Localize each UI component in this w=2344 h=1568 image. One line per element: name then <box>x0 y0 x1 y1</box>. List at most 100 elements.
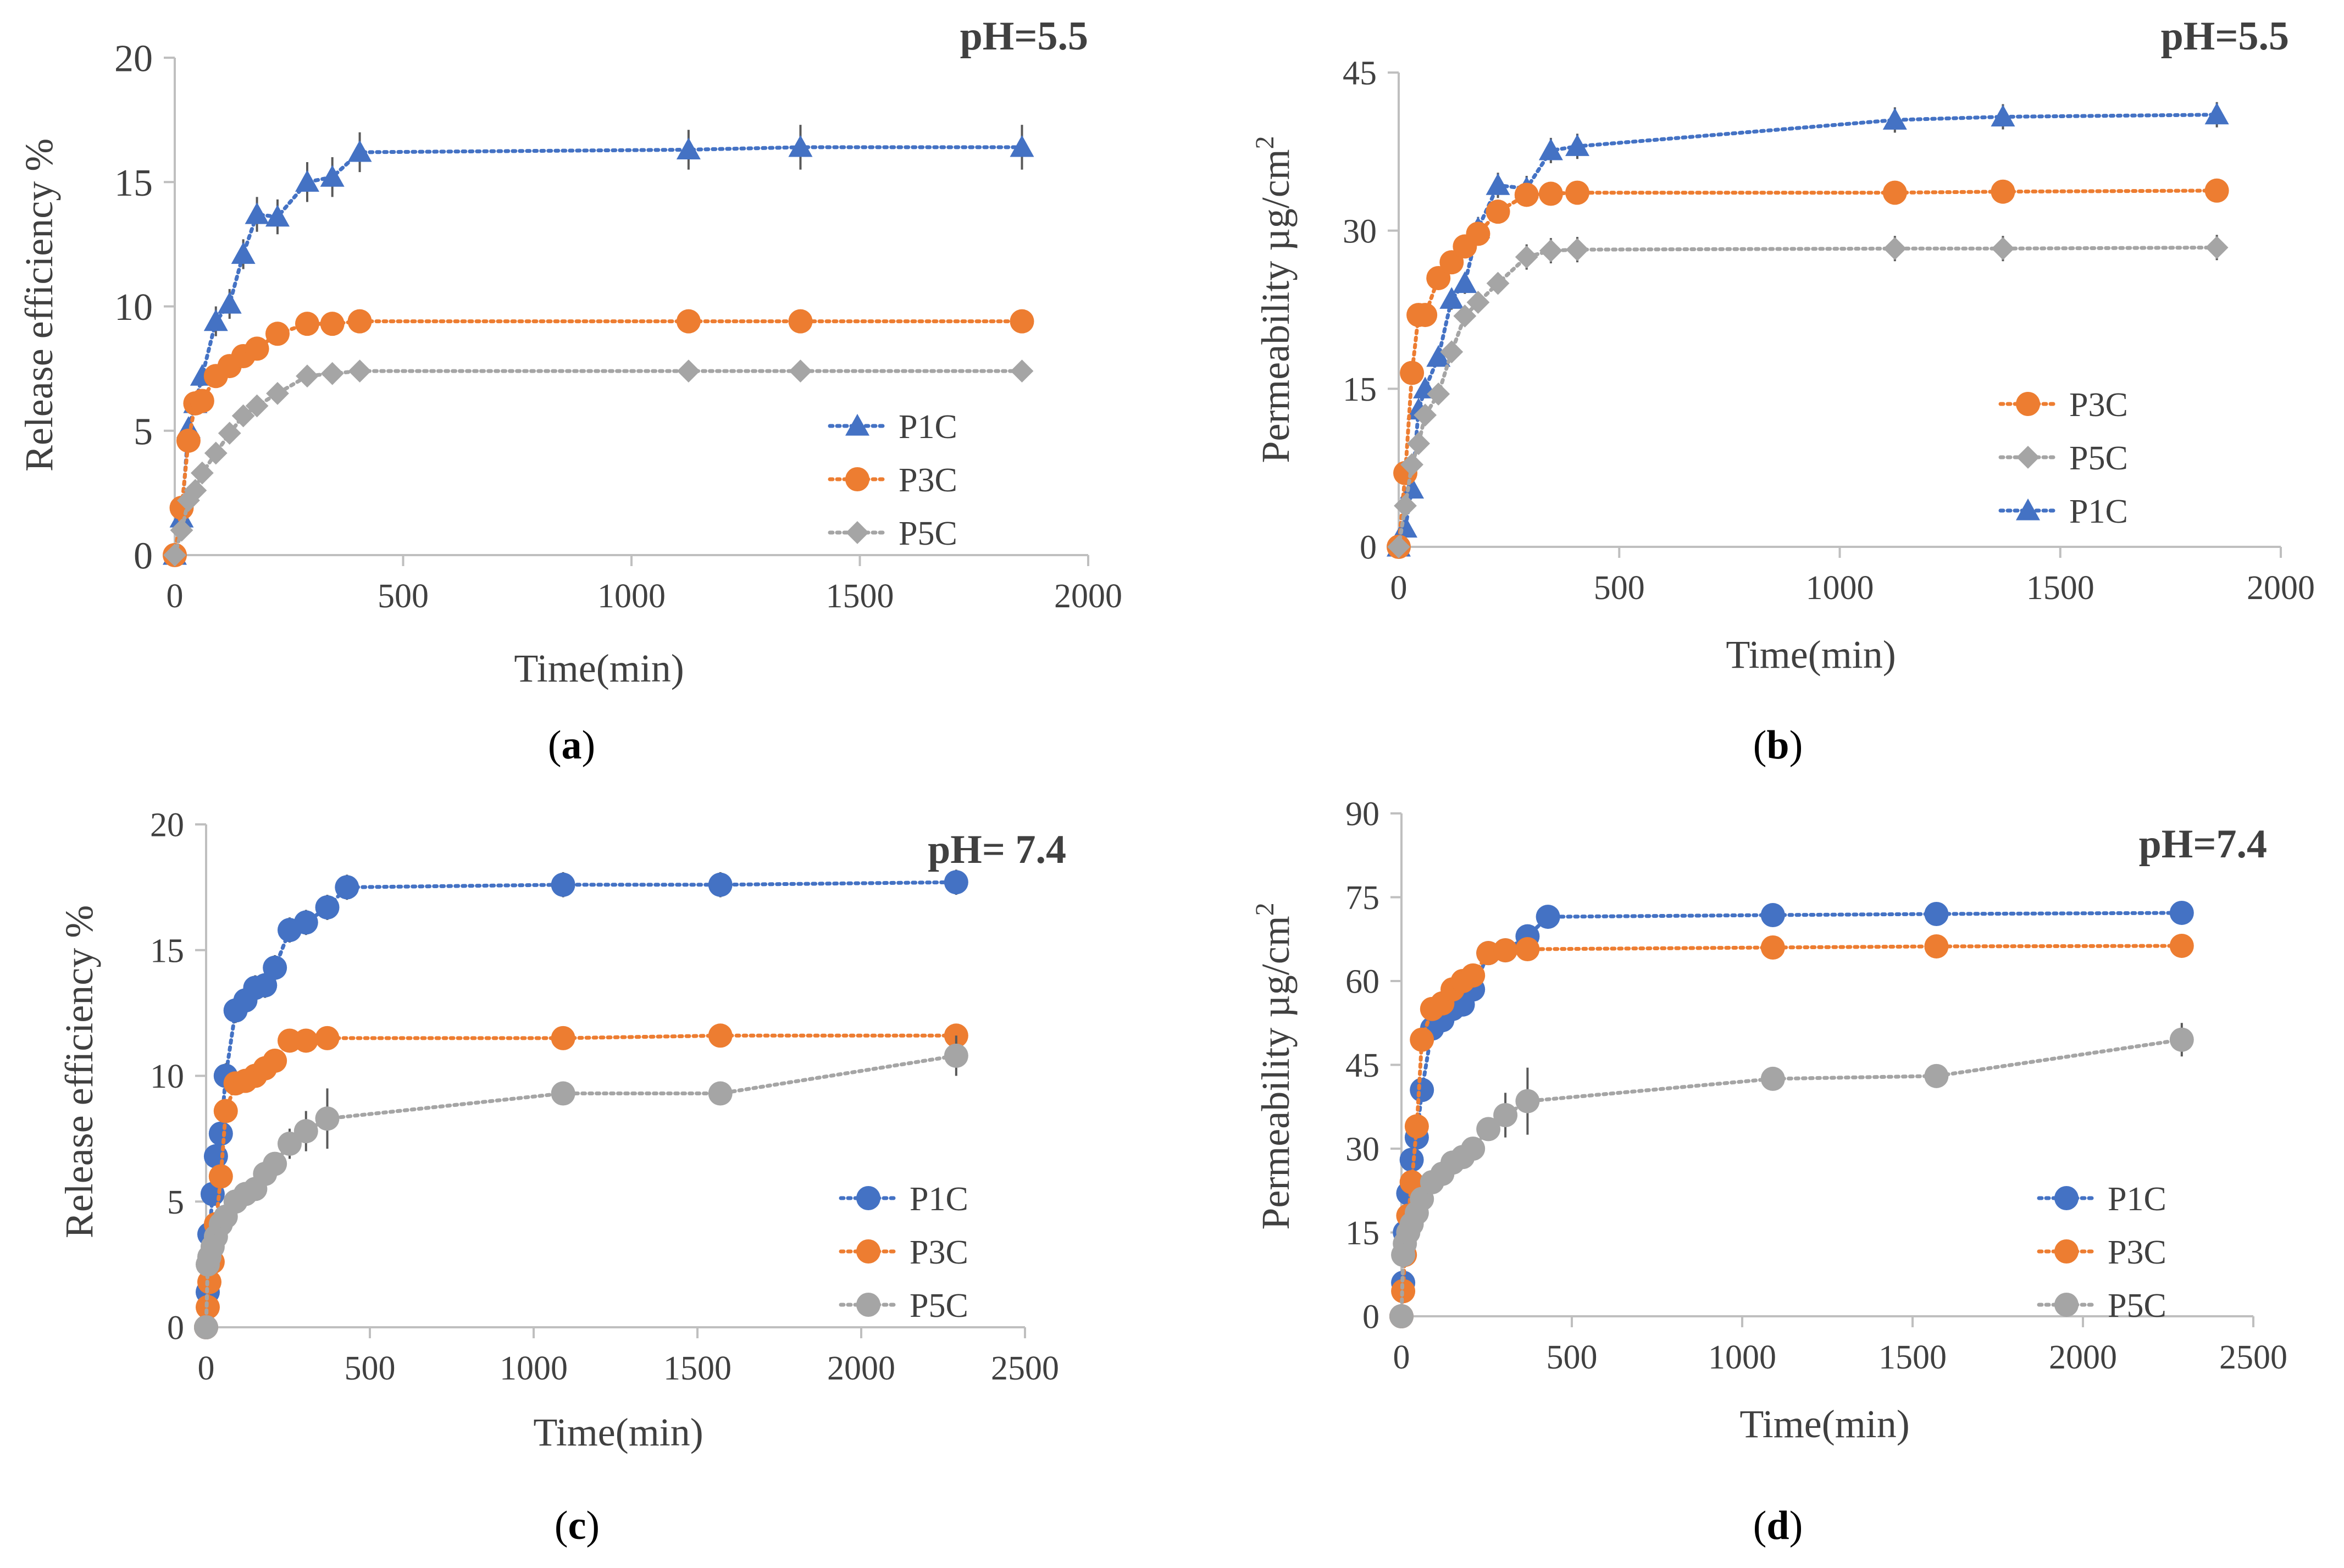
panel-d-p3c-point <box>1924 934 1949 958</box>
panel-d-x-tick-label: 1500 <box>1878 1339 1947 1376</box>
panel-b-p1c-point <box>1393 516 1418 538</box>
panel-b-y-label-text: Permeability µg/cm2 <box>1250 136 1298 463</box>
panel-b-p3c-point <box>1514 182 1539 207</box>
panel-c-caption: (c) <box>555 1503 600 1548</box>
panel-a-p3c-point <box>320 312 345 336</box>
panel-b-p1c-point <box>1565 134 1590 156</box>
panel-d-legend-p1c-marker <box>2054 1186 2079 1210</box>
panel-d-x-tick-label: 2500 <box>2219 1339 2287 1376</box>
panel-a-p1c-point <box>788 135 813 157</box>
panel-b-p5c-point <box>1566 238 1589 262</box>
panel-a-y-label-text: Release efficiency % <box>17 138 61 472</box>
panel-a-p3c-point <box>265 322 290 346</box>
panel-c-series-p1c <box>194 869 968 1339</box>
panel-a-p1c-point <box>203 309 228 331</box>
panel-d-series-p5c <box>1389 1023 2194 1328</box>
panel-a-title: pH=5.5 <box>960 14 1088 59</box>
panel-c-x-tick-label: 1500 <box>663 1350 732 1387</box>
panel-c-p1c-line <box>204 880 958 1329</box>
panel-b-legend-p3c-marker <box>2016 392 2040 416</box>
panel-a-legend-p3c-label: P3C <box>899 462 957 499</box>
panel-d-p3c-point <box>1410 1027 1434 1052</box>
panel-d-y-tick-label: 30 <box>1345 1131 1379 1168</box>
panel-d-p5c-point <box>1760 1066 1785 1091</box>
panel-d-x-tick-label: 0 <box>1393 1339 1410 1376</box>
panel-a-x-tick-label: 2000 <box>1054 578 1122 615</box>
panel-a-caption: (a) <box>548 723 595 768</box>
panel-d-p5c-point <box>1493 1103 1518 1127</box>
panel-b-series-p5c <box>1387 235 2229 558</box>
panel-a-series-p3c <box>163 309 1034 567</box>
panel-b-x-tick-label: 1500 <box>2026 569 2094 607</box>
panel-a-p5c-point <box>348 359 372 383</box>
panel-d-p3c-point <box>1515 937 1540 962</box>
panel-d-chart: pH=7.4 Permeability µg/cm2 Time(min) (d)… <box>1250 796 2287 1548</box>
panel-b-p3c-point <box>1439 250 1464 275</box>
panel-b-p5c-point <box>1453 304 1477 328</box>
panel-c-p3c-point <box>208 1164 233 1189</box>
panel-a-p5c-point <box>177 489 200 512</box>
panel-a-x-tick-label: 1500 <box>826 578 894 615</box>
panel-c-chart: pH= 7.4 Release efficiency % Time(min) (… <box>57 807 1066 1548</box>
panel-c-legend-p5c-marker <box>856 1293 880 1317</box>
panel-a-p5c-point <box>218 422 241 445</box>
panel-b-legend-p5c-label: P5C <box>2069 440 2128 477</box>
panel-a-legend-p5c-label: P5C <box>899 515 957 552</box>
panel-a-p3c-point <box>788 309 813 334</box>
panel-a-p5c-point <box>266 381 289 405</box>
panel-d-legend: P1C P3C P5C <box>2037 1181 2166 1325</box>
panel-b-p3c-point <box>1486 200 1510 224</box>
panel-c-x-tick-label: 500 <box>345 1350 396 1387</box>
panel-d-legend-p3c-marker <box>2054 1239 2079 1264</box>
panel-a-p3c-point <box>347 309 372 334</box>
panel-b-x-tick-label: 0 <box>1390 569 1407 607</box>
panel-c-p5c-point <box>293 1119 318 1144</box>
panel-a-x-tick-label: 1000 <box>597 578 666 615</box>
panel-b-p5c-point <box>1466 291 1490 314</box>
panel-b-p1c-line <box>1397 113 2219 549</box>
panel-a-p5c-point <box>204 441 228 465</box>
panel-c-p5c-point <box>263 1151 287 1176</box>
panel-d-p5c-point <box>1924 1063 1949 1088</box>
panel-c-p1c-point <box>263 955 287 980</box>
panel-c-x-axis-label: Time(min) <box>533 1410 703 1454</box>
panel-a-y-tick-label: 10 <box>114 286 153 329</box>
panel-b-p5c-point <box>1394 494 1417 518</box>
panel-d-p1c-point <box>1399 1148 1424 1172</box>
panel-a-p1c-point <box>1010 135 1034 157</box>
panel-b-y-tick-label: 45 <box>1343 55 1377 92</box>
panel-d-p5c-point <box>1476 1117 1501 1142</box>
panel-d-y-tick-label: 75 <box>1345 879 1379 917</box>
panel-c-x-tick-label: 2500 <box>991 1350 1059 1387</box>
panel-b-x-axis-label: Time(min) <box>1726 633 1896 677</box>
panel-a-p5c-point <box>190 461 214 485</box>
panel-c-legend-p3c-label: P3C <box>910 1234 968 1271</box>
panel-a-x-tick-label: 500 <box>378 578 429 615</box>
panel-a-legend-p1c-marker <box>845 414 869 436</box>
panel-c-p3c-point <box>315 1026 340 1050</box>
panel-d-title: pH=7.4 <box>2139 822 2267 867</box>
panel-c-legend-p1c-marker <box>856 1186 880 1210</box>
panel-b-p5c-point <box>1539 239 1562 263</box>
panel-d-caption-letter: d <box>1766 1503 1789 1548</box>
panel-c-y-tick-label: 15 <box>150 932 184 969</box>
panel-d-p3c-point <box>1760 935 1785 960</box>
panel-b-p1c-point <box>2204 102 2229 125</box>
panel-c-p3c-line <box>204 1033 958 1329</box>
panel-b-p3c-point <box>1991 179 2015 204</box>
panel-b-y-label-main: Permeability µg/cm <box>1254 149 1298 463</box>
panel-a-legend: P1C P3C P5C <box>828 408 957 552</box>
panel-a-y-axis-label: Release efficiency % <box>17 138 61 472</box>
panel-d-y-tick-label: 15 <box>1345 1215 1379 1252</box>
panel-c-legend: P1C P3C P5C <box>839 1181 968 1325</box>
panel-a-p3c-point <box>676 309 701 334</box>
panel-d-y-tick-label: 90 <box>1345 796 1379 833</box>
panel-b-legend-p3c-label: P3C <box>2069 386 2128 424</box>
panel-b-p5c-point <box>1414 403 1437 427</box>
panel-d-x-tick-label: 1000 <box>1708 1339 1776 1376</box>
panel-c-x-tick-label: 2000 <box>827 1350 895 1387</box>
panel-d-y-label-sup: 2 <box>1250 902 1279 916</box>
panel-c-x-tick-label: 0 <box>198 1350 215 1387</box>
panel-d-p3c-point <box>2169 933 2194 958</box>
